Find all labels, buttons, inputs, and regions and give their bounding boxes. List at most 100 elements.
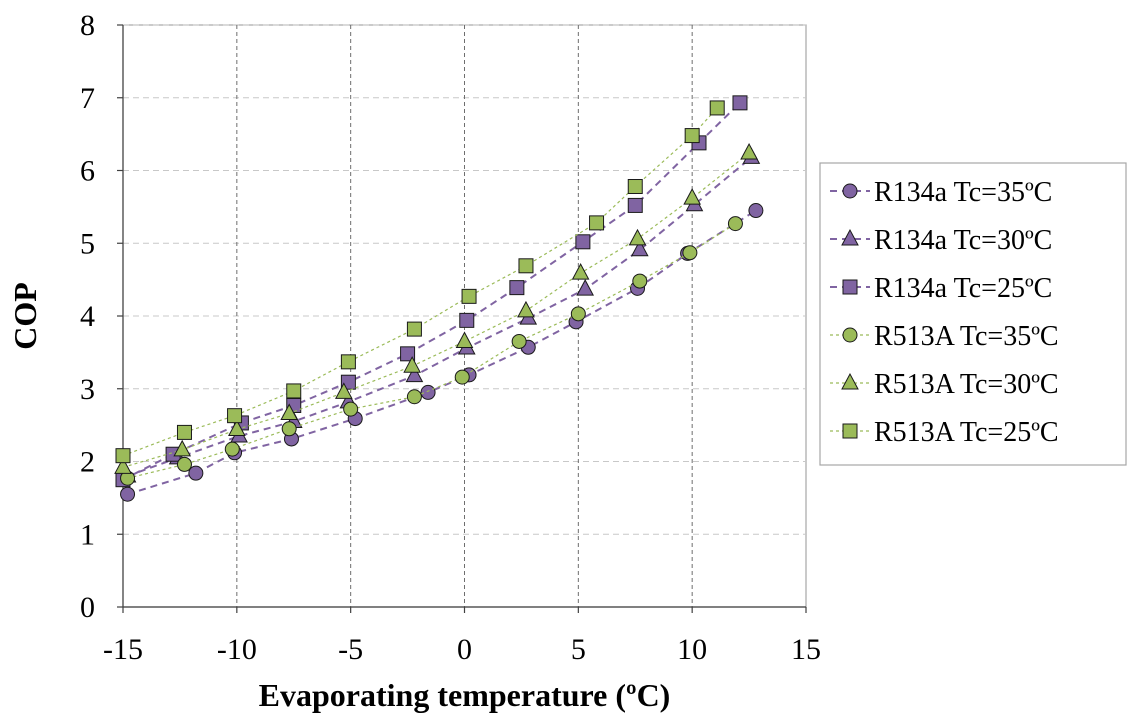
series-line bbox=[127, 156, 752, 477]
legend-item: R134a Tc=25ºC bbox=[830, 273, 1052, 304]
y-tick-label: 8 bbox=[80, 9, 95, 42]
data-point bbox=[115, 448, 131, 464]
data-point bbox=[405, 365, 424, 383]
data-point bbox=[335, 382, 353, 399]
legend-label: R134a Tc=25ºC bbox=[874, 273, 1052, 304]
series-4 bbox=[120, 216, 743, 486]
legend-marker bbox=[842, 183, 858, 199]
data-point bbox=[740, 142, 758, 160]
y-tick-label: 3 bbox=[80, 373, 95, 406]
data-point bbox=[518, 258, 534, 274]
data-point bbox=[732, 95, 748, 111]
legend-item: R134a Tc=35ºC bbox=[830, 177, 1052, 208]
series-line bbox=[122, 102, 741, 481]
y-tick-label: 5 bbox=[80, 227, 95, 260]
legend: R134a Tc=35ºC R134a Tc=30ºC R134a Tc=25ºC R… bbox=[819, 162, 1127, 466]
series-line bbox=[127, 209, 757, 496]
data-point bbox=[682, 245, 698, 261]
data-point bbox=[176, 424, 192, 440]
x-tick-label: 15 bbox=[791, 633, 821, 666]
data-point bbox=[400, 346, 416, 362]
grid bbox=[123, 24, 806, 607]
data-point bbox=[727, 216, 743, 232]
data-point bbox=[509, 280, 525, 296]
data-point bbox=[286, 383, 302, 399]
legend-label: R513A Tc=25ºC bbox=[874, 417, 1059, 448]
x-tick-label: -15 bbox=[103, 633, 143, 666]
series bbox=[114, 95, 764, 502]
legend-label: R134a Tc=35ºC bbox=[874, 177, 1052, 208]
series-6 bbox=[115, 100, 725, 464]
y-tick-label: 7 bbox=[80, 82, 95, 115]
data-point bbox=[576, 279, 594, 296]
series-line bbox=[127, 223, 736, 479]
data-point bbox=[406, 389, 422, 405]
data-point bbox=[575, 234, 591, 250]
y-axis-title: COP bbox=[7, 282, 43, 350]
legend-item: R513A Tc=35ºC bbox=[830, 321, 1059, 352]
legend-marker bbox=[842, 423, 858, 439]
data-point bbox=[224, 441, 240, 457]
tick-labels: 0 1 2 3 4 5 6 7 8 -15 -10 -5 0 5 10 15 bbox=[80, 9, 821, 666]
series-line bbox=[122, 107, 718, 457]
data-point bbox=[709, 100, 725, 116]
data-point bbox=[403, 356, 421, 373]
data-point bbox=[343, 401, 359, 417]
data-point bbox=[455, 331, 474, 348]
y-tick-label: 0 bbox=[80, 591, 95, 624]
data-point bbox=[627, 179, 643, 195]
data-point bbox=[173, 439, 192, 457]
data-point bbox=[628, 228, 647, 246]
data-point bbox=[227, 419, 246, 436]
y-tick-label: 4 bbox=[80, 300, 95, 333]
data-point bbox=[227, 408, 243, 424]
legend-item: R513A Tc=30ºC bbox=[830, 369, 1059, 400]
series-3 bbox=[115, 95, 748, 488]
data-point bbox=[511, 333, 527, 349]
data-point bbox=[176, 456, 192, 472]
y-tick-label: 6 bbox=[80, 155, 95, 188]
x-tick-label: 10 bbox=[677, 633, 707, 666]
x-tick-label: 5 bbox=[571, 633, 586, 666]
data-point bbox=[748, 203, 764, 219]
data-point bbox=[281, 421, 297, 437]
data-point bbox=[454, 369, 470, 385]
legend-item: R134a Tc=30ºC bbox=[830, 225, 1052, 256]
data-point bbox=[120, 486, 136, 502]
data-point bbox=[683, 188, 702, 205]
series-line bbox=[122, 152, 750, 468]
x-tick-label: -5 bbox=[338, 633, 363, 666]
data-point bbox=[340, 354, 356, 370]
y-tick-label: 2 bbox=[80, 446, 95, 479]
legend-label: R513A Tc=30ºC bbox=[874, 369, 1059, 400]
data-point bbox=[684, 128, 700, 144]
x-tick-label: -10 bbox=[217, 633, 257, 666]
legend-marker bbox=[841, 228, 859, 246]
x-axis-title: Evaporating temperature (ºC) bbox=[259, 677, 671, 713]
data-point bbox=[406, 321, 422, 337]
legend-box bbox=[819, 162, 1127, 466]
data-point bbox=[630, 239, 649, 257]
data-point bbox=[188, 465, 204, 481]
data-point bbox=[517, 300, 535, 318]
series-1 bbox=[120, 203, 764, 502]
y-tick-label: 1 bbox=[80, 518, 95, 551]
data-point bbox=[571, 263, 590, 280]
data-point bbox=[420, 384, 436, 400]
data-point bbox=[461, 288, 477, 304]
legend-item: R513A Tc=25ºC bbox=[830, 417, 1059, 448]
data-point bbox=[459, 312, 475, 328]
data-point bbox=[280, 403, 299, 420]
data-point bbox=[632, 273, 648, 289]
legend-label: R134a Tc=30ºC bbox=[874, 225, 1052, 256]
legend-marker bbox=[842, 279, 858, 295]
legend-marker bbox=[842, 327, 858, 343]
legend-marker bbox=[841, 372, 859, 390]
legend-label: R513A Tc=35ºC bbox=[874, 321, 1059, 352]
x-tick-label: 0 bbox=[457, 633, 472, 666]
series-5 bbox=[114, 142, 758, 474]
data-point bbox=[114, 457, 132, 474]
legend-items: R134a Tc=35ºC R134a Tc=30ºC R134a Tc=25ºC R… bbox=[830, 177, 1059, 448]
data-point bbox=[570, 306, 586, 322]
